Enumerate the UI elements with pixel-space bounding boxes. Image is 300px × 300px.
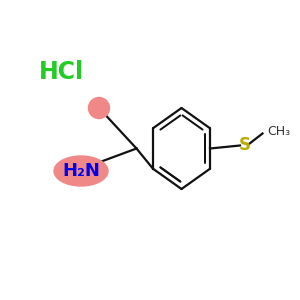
Text: CH₃: CH₃	[267, 125, 290, 139]
Ellipse shape	[54, 156, 108, 186]
Circle shape	[88, 98, 110, 118]
Text: HCl: HCl	[39, 60, 84, 84]
Text: S: S	[238, 136, 250, 154]
Text: H₂N: H₂N	[62, 162, 100, 180]
